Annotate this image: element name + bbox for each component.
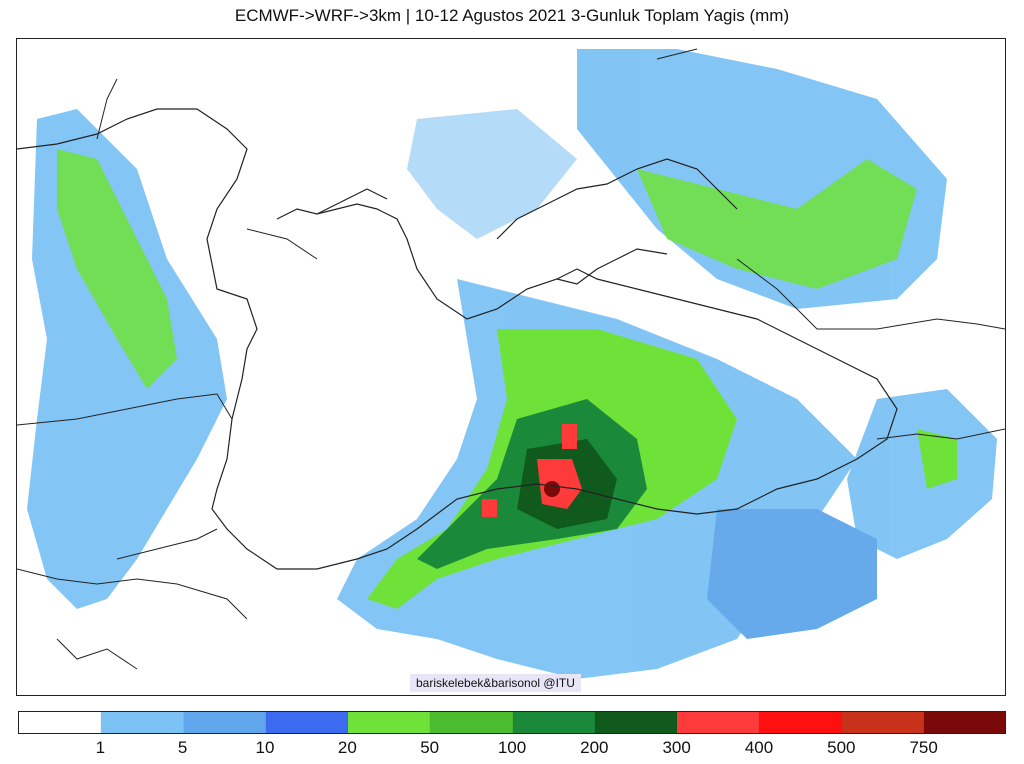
colorbar-label: 5 xyxy=(177,738,188,757)
colorbar-swatch xyxy=(348,712,431,733)
colorbar-swatch xyxy=(19,712,102,733)
colorbar-swatch xyxy=(677,712,760,733)
precip-field-extreme xyxy=(482,424,582,517)
colorbar-label: 500 xyxy=(827,738,856,757)
colorbar-swatch xyxy=(923,712,1005,733)
map-canvas xyxy=(17,48,1005,679)
colorbar-swatch xyxy=(594,712,677,733)
precipitation-map xyxy=(16,38,1006,696)
colorbar-label: 300 xyxy=(662,738,691,757)
colorbar-label: 400 xyxy=(744,738,774,757)
colorbar-swatch xyxy=(759,712,842,733)
map-title: ECMWF->WRF->3km | 10-12 Agustos 2021 3-G… xyxy=(234,6,790,25)
coastlines xyxy=(17,108,898,570)
colorbar-label: 750 xyxy=(909,738,938,757)
country-borders xyxy=(17,48,1005,670)
colorbar-labels: 1 5 10 20 50 100 200 300 400 500 750 xyxy=(18,738,1006,760)
colorbar-swatch xyxy=(265,712,348,733)
colorbar xyxy=(18,711,1006,734)
colorbar-swatch xyxy=(101,712,184,733)
colorbar-label: 200 xyxy=(580,738,609,757)
colorbar-swatch xyxy=(841,712,924,733)
colorbar-swatch xyxy=(512,712,595,733)
credit-label: bariskelebek&barisonol @ITU xyxy=(410,674,581,692)
colorbar-swatch xyxy=(430,712,513,733)
colorbar-label: 10 xyxy=(255,738,275,757)
colorbar-swatch xyxy=(183,712,266,733)
colorbar-label: 100 xyxy=(497,738,527,757)
colorbar-label: 20 xyxy=(337,738,357,757)
colorbar-label: 50 xyxy=(420,738,440,757)
colorbar-label: 1 xyxy=(95,738,106,757)
